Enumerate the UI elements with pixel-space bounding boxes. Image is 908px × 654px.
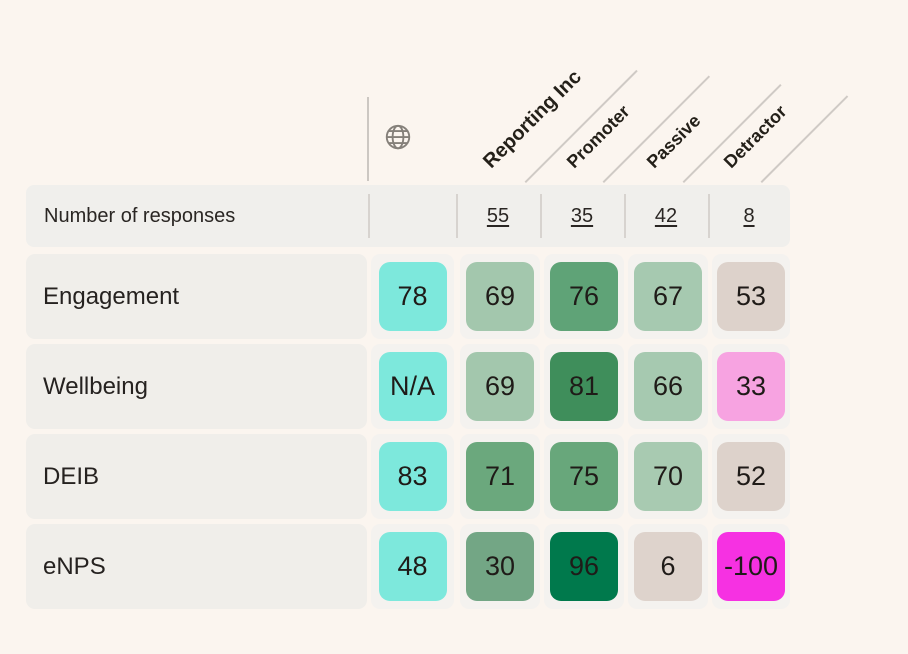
score-cell-enps-benchmark[interactable]: 48 (378, 532, 447, 601)
cell-slot: 96 (544, 524, 624, 609)
cell-slot: 30 (460, 524, 540, 609)
cell-slot: -100 (712, 524, 790, 609)
row-label-enps: eNPS (26, 524, 367, 609)
score-cell-engagement-benchmark[interactable]: 78 (378, 262, 447, 331)
cell-slot: 52 (712, 434, 790, 519)
cell-slot: 70 (628, 434, 708, 519)
divider (456, 194, 458, 238)
cell-slot: 69 (460, 254, 540, 339)
table-row-deib: DEIB 83 71 75 70 52 (26, 434, 790, 519)
score-cell-deib-reporting-inc[interactable]: 71 (466, 442, 534, 511)
divider (368, 194, 370, 238)
cell-slot: 69 (460, 344, 540, 429)
score-cell-engagement-detractor[interactable]: 53 (717, 262, 785, 331)
cell-slot: 76 (544, 254, 624, 339)
score-cell-enps-detractor[interactable]: -100 (717, 532, 785, 601)
score-cell-deib-detractor[interactable]: 52 (717, 442, 785, 511)
score-cell-deib-promoter[interactable]: 75 (550, 442, 618, 511)
score-cell-wellbeing-reporting-inc[interactable]: 69 (466, 352, 534, 421)
cell-slot: 75 (544, 434, 624, 519)
row-label-engagement: Engagement (26, 254, 367, 339)
score-cell-engagement-passive[interactable]: 67 (634, 262, 702, 331)
responses-row: Number of responses 55 35 42 8 (26, 185, 790, 247)
table-row-wellbeing: Wellbeing N/A 69 81 66 33 (26, 344, 790, 429)
cell-slot: 33 (712, 344, 790, 429)
divider (708, 194, 710, 238)
cell-slot: 81 (544, 344, 624, 429)
table-row-engagement: Engagement 78 69 76 67 53 (26, 254, 790, 339)
score-cell-wellbeing-detractor[interactable]: 33 (717, 352, 785, 421)
score-cell-enps-promoter[interactable]: 96 (550, 532, 618, 601)
globe-icon (383, 122, 413, 152)
cell-slot: 6 (628, 524, 708, 609)
responses-link-detractor[interactable]: 8 (743, 204, 755, 227)
responses-row-label: Number of responses (44, 204, 236, 227)
row-label-deib: DEIB (26, 434, 367, 519)
cell-slot: 71 (460, 434, 540, 519)
divider (624, 194, 626, 238)
score-cell-wellbeing-benchmark[interactable]: N/A (378, 352, 447, 421)
score-cell-wellbeing-promoter[interactable]: 81 (550, 352, 618, 421)
score-cell-deib-passive[interactable]: 70 (634, 442, 702, 511)
cell-slot: 66 (628, 344, 708, 429)
column-header-passive[interactable]: Passive (642, 110, 705, 172)
benchmark-column-divider (367, 97, 369, 181)
score-cell-deib-benchmark[interactable]: 83 (378, 442, 447, 511)
cell-slot: 67 (628, 254, 708, 339)
responses-link-reporting-inc[interactable]: 55 (486, 204, 510, 227)
score-cell-enps-passive[interactable]: 6 (634, 532, 702, 601)
cell-slot: 48 (371, 524, 454, 609)
score-cell-wellbeing-passive[interactable]: 66 (634, 352, 702, 421)
responses-link-passive[interactable]: 42 (654, 204, 678, 227)
cell-slot: 53 (712, 254, 790, 339)
table-row-enps: eNPS 48 30 96 6 -100 (26, 524, 790, 609)
divider (540, 194, 542, 238)
cell-slot: N/A (371, 344, 454, 429)
cell-slot: 83 (371, 434, 454, 519)
cell-slot: 78 (371, 254, 454, 339)
score-cell-enps-reporting-inc[interactable]: 30 (466, 532, 534, 601)
score-cell-engagement-promoter[interactable]: 76 (550, 262, 618, 331)
responses-link-promoter[interactable]: 35 (570, 204, 594, 227)
score-cell-engagement-reporting-inc[interactable]: 69 (466, 262, 534, 331)
row-label-wellbeing: Wellbeing (26, 344, 367, 429)
